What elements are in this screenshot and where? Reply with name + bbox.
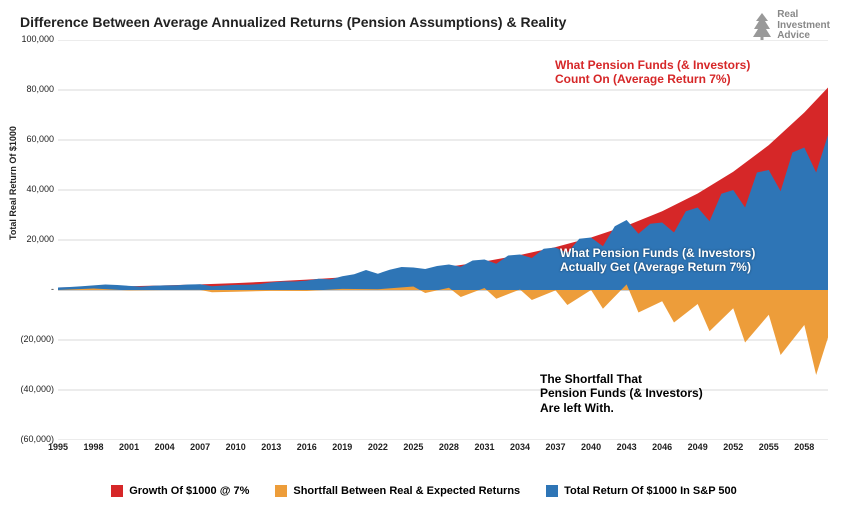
annotation-line: Are left With. (540, 401, 703, 415)
x-tick-label: 2001 (119, 442, 139, 452)
x-tick-label: 2010 (226, 442, 246, 452)
x-tick-label: 2031 (474, 442, 494, 452)
x-tick-label: 2058 (794, 442, 814, 452)
y-tick-label: (20,000) (20, 334, 54, 344)
x-tick-label: 2043 (617, 442, 637, 452)
legend-label: Total Return Of $1000 In S&P 500 (564, 485, 737, 497)
x-tick-label: 2046 (652, 442, 672, 452)
x-tick-label: 2025 (403, 442, 423, 452)
x-tick-label: 2013 (261, 442, 281, 452)
x-tick-label: 2055 (759, 442, 779, 452)
legend-swatch (275, 485, 287, 497)
chart-annotation: What Pension Funds (& Investors)Count On… (555, 58, 750, 87)
y-axis-label: Total Real Return Of $1000 (8, 126, 18, 240)
legend-swatch (111, 485, 123, 497)
annotation-line: Count On (Average Return 7%) (555, 72, 750, 86)
x-tick-label: 2016 (297, 442, 317, 452)
y-tick-label: 100,000 (20, 34, 54, 44)
y-tick-label: - (20, 284, 54, 294)
x-tick-label: 2028 (439, 442, 459, 452)
x-tick-label: 2040 (581, 442, 601, 452)
legend-item: Total Return Of $1000 In S&P 500 (546, 485, 737, 497)
legend-label: Growth Of $1000 @ 7% (129, 485, 249, 497)
x-tick-label: 2034 (510, 442, 530, 452)
x-tick-label: 1998 (84, 442, 104, 452)
chart-annotation: What Pension Funds (& Investors)Actually… (560, 246, 755, 275)
legend-label: Shortfall Between Real & Expected Return… (293, 485, 520, 497)
chart-title: Difference Between Average Annualized Re… (20, 14, 566, 30)
annotation-line: What Pension Funds (& Investors) (560, 246, 755, 260)
y-tick-label: 40,000 (20, 184, 54, 194)
x-tick-label: 2019 (332, 442, 352, 452)
chart-annotation: The Shortfall ThatPension Funds (& Inves… (540, 372, 703, 415)
x-tick-label: 2037 (546, 442, 566, 452)
x-tick-label: 2022 (368, 442, 388, 452)
brand-text: Real Investment Advice (777, 10, 830, 42)
legend-item: Shortfall Between Real & Expected Return… (275, 485, 520, 497)
x-tick-label: 2049 (688, 442, 708, 452)
brand-line1: Real (777, 10, 830, 21)
brand-logo: Real Investment Advice (751, 10, 830, 42)
y-tick-label: 80,000 (20, 84, 54, 94)
annotation-line: The Shortfall That (540, 372, 703, 386)
y-tick-label: 60,000 (20, 134, 54, 144)
y-tick-label: 20,000 (20, 234, 54, 244)
tree-icon (751, 11, 773, 41)
legend-swatch (546, 485, 558, 497)
series-shortfall (58, 284, 828, 375)
y-tick-label: (40,000) (20, 384, 54, 394)
x-tick-label: 1995 (48, 442, 68, 452)
chart-svg (58, 40, 828, 440)
chart-plot-area (58, 40, 828, 440)
x-tick-label: 2004 (155, 442, 175, 452)
annotation-line: What Pension Funds (& Investors) (555, 58, 750, 72)
legend-item: Growth Of $1000 @ 7% (111, 485, 249, 497)
x-tick-label: 2052 (723, 442, 743, 452)
annotation-line: Pension Funds (& Investors) (540, 386, 703, 400)
x-tick-label: 2007 (190, 442, 210, 452)
chart-legend: Growth Of $1000 @ 7% Shortfall Between Re… (0, 485, 848, 497)
annotation-line: Actually Get (Average Return 7%) (560, 260, 755, 274)
